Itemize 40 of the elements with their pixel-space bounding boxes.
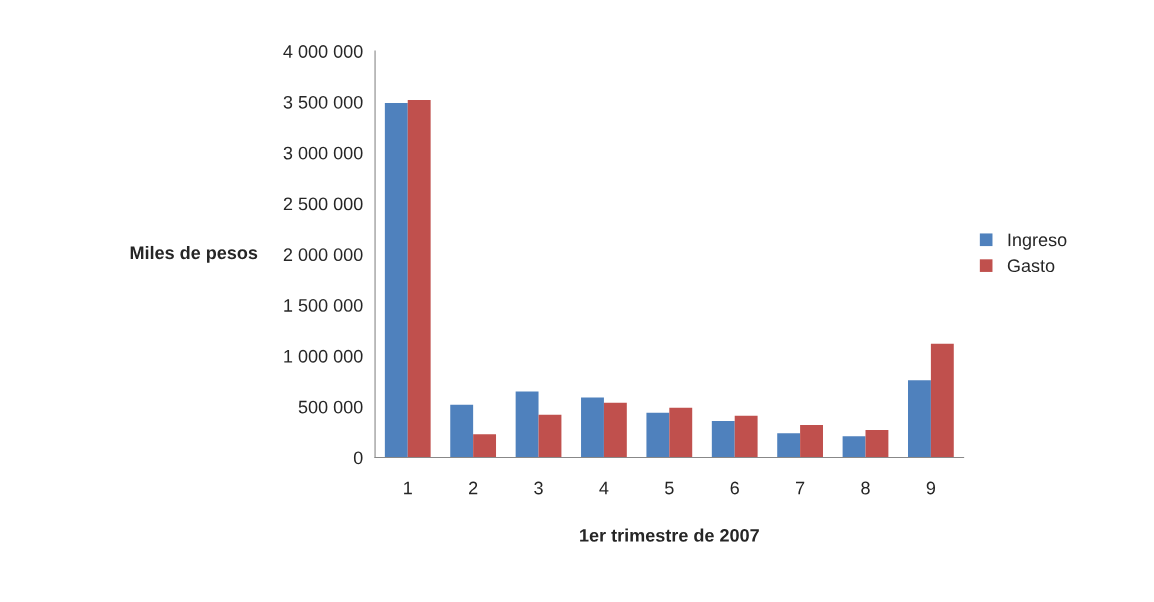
bar bbox=[777, 433, 801, 458]
bar bbox=[865, 430, 889, 458]
bar bbox=[734, 415, 758, 458]
bar bbox=[384, 102, 408, 458]
bar bbox=[538, 414, 562, 458]
y-tick-label: 3 500 000 bbox=[283, 95, 363, 109]
bar bbox=[711, 420, 735, 458]
legend-label: Ingreso bbox=[1008, 233, 1067, 250]
x-tick-label: 6 bbox=[730, 481, 739, 495]
y-tick-label: 500 000 bbox=[298, 400, 363, 414]
bar bbox=[603, 402, 627, 458]
y-tick-label: 3 000 000 bbox=[283, 146, 363, 160]
bar bbox=[930, 343, 954, 458]
bar bbox=[581, 397, 604, 458]
y-tick-label: 0 bbox=[353, 451, 363, 465]
x-tick-label: 4 bbox=[599, 481, 609, 495]
bar bbox=[407, 99, 431, 458]
x-tick-label: 7 bbox=[796, 481, 805, 495]
y-tick-label: 1 500 000 bbox=[284, 299, 363, 312]
bar bbox=[515, 391, 539, 458]
x-tick-label: 2 bbox=[469, 481, 478, 495]
bar bbox=[800, 425, 823, 458]
y-tick-label: 1 000 000 bbox=[284, 349, 363, 363]
x-tick-label: 8 bbox=[861, 481, 870, 495]
y-tick-label: 4 000 000 bbox=[283, 45, 363, 58]
legend-label: Gasto bbox=[1007, 259, 1055, 273]
x-tick-label: 5 bbox=[665, 481, 674, 495]
bar bbox=[842, 436, 866, 458]
bar bbox=[908, 380, 931, 458]
bar bbox=[473, 434, 497, 458]
x-tick-label: 1 bbox=[404, 481, 412, 495]
x-tick-label: 9 bbox=[926, 481, 936, 495]
y-tick-label: 2 500 000 bbox=[283, 197, 363, 211]
bar bbox=[450, 404, 474, 458]
x-tick-label: 3 bbox=[534, 481, 543, 495]
y-tick-label: 2 000 000 bbox=[283, 248, 363, 262]
bar bbox=[646, 412, 670, 458]
x-axis-title: 1er trimestre de 2007 bbox=[580, 528, 759, 542]
y-axis-title: Miles de pesos bbox=[130, 245, 258, 263]
bar bbox=[669, 407, 693, 458]
